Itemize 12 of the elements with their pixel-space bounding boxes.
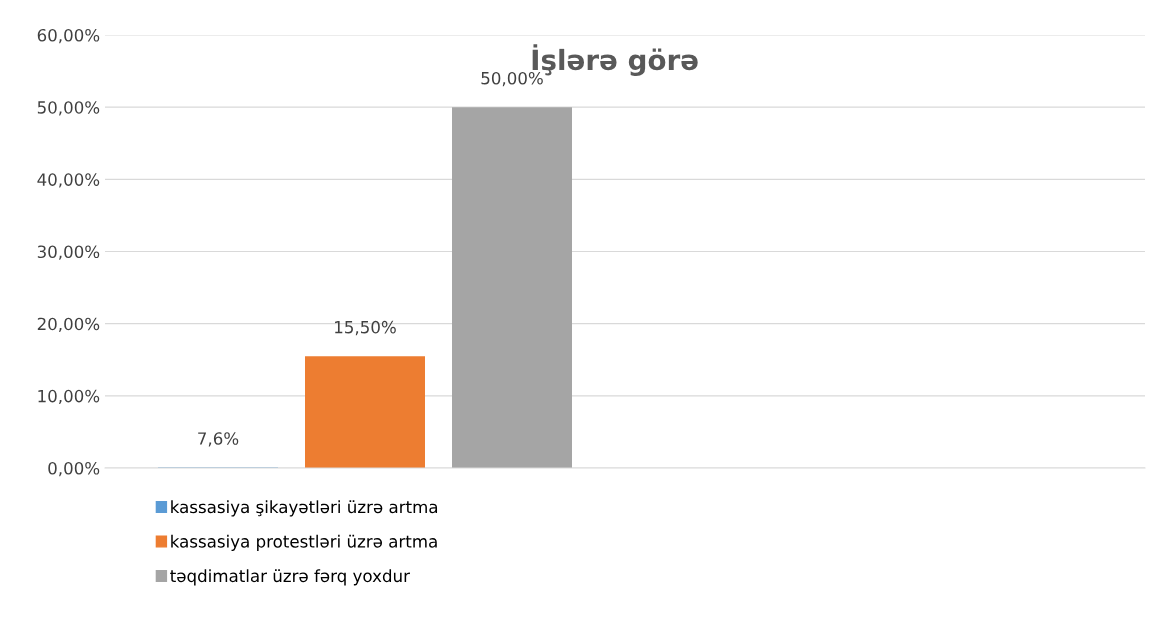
y-tick-label: 50,00%	[37, 101, 100, 116]
data-label: 15,50%	[335, 320, 396, 336]
y-tick-label: 0,00%	[48, 461, 100, 477]
data-label: 7,6%	[198, 432, 239, 447]
y-tick-label: 40,00%	[37, 173, 100, 188]
y-tick-label: 60,00%	[37, 28, 100, 44]
legend-label: təqdimatlar üzrə fərq yoxdur	[170, 569, 410, 586]
legend-label: kassasiya protestləri üzrə artma	[171, 534, 437, 551]
y-tick-label: 10,00%	[38, 389, 100, 405]
legend-label: kassasiya şikayətləri üzrə artma	[171, 500, 438, 517]
y-tick-label: 30,00%	[37, 245, 100, 260]
y-tick-label: 20,00%	[37, 317, 100, 332]
